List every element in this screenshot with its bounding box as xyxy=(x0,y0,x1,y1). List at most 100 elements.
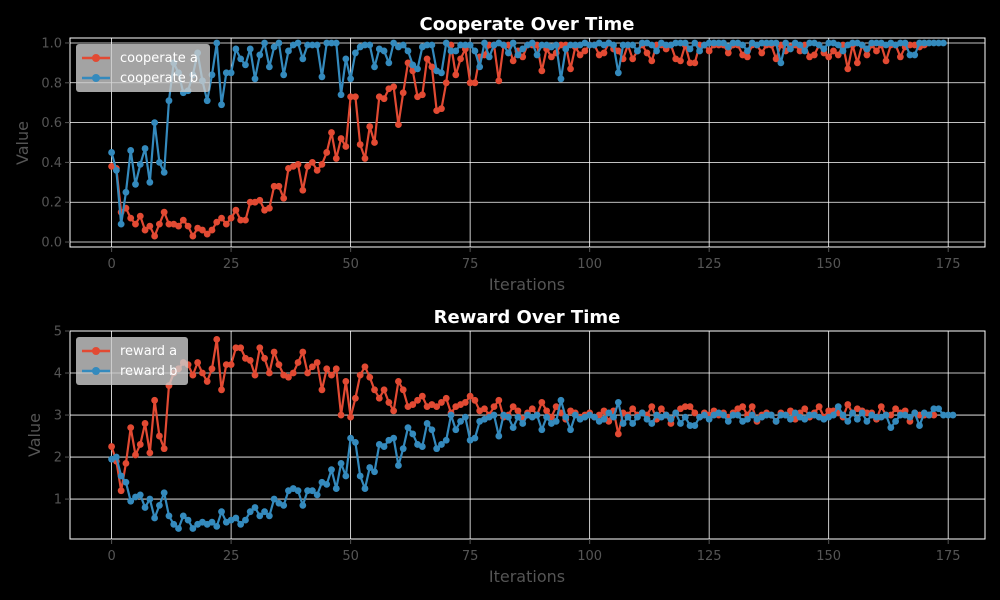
reward-point-reward-b-164 xyxy=(892,418,899,425)
reward-point-reward-b-90 xyxy=(538,426,545,433)
reward-point-reward-a-52 xyxy=(357,372,364,379)
cooperate-x-tick-label-150: 150 xyxy=(816,257,841,272)
reward-point-reward-a-55 xyxy=(371,386,378,393)
reward-point-reward-b-61 xyxy=(400,445,407,452)
reward-point-reward-b-46 xyxy=(328,466,335,473)
cooperate-point-cooperate-b-55 xyxy=(371,63,378,70)
cooperate-point-cooperate-a-103 xyxy=(601,50,608,57)
reward-point-reward-a-3 xyxy=(123,460,130,467)
cooperate-point-cooperate-a-81 xyxy=(495,77,502,84)
reward-point-reward-b-142 xyxy=(787,416,794,423)
cooperate-point-cooperate-a-113 xyxy=(648,57,655,64)
cooperate-point-cooperate-a-96 xyxy=(567,65,574,72)
cooperate-point-cooperate-a-48 xyxy=(338,135,345,142)
reward-point-reward-b-94 xyxy=(558,397,565,404)
reward-point-reward-a-29 xyxy=(247,357,254,364)
cooperate-point-cooperate-a-4 xyxy=(127,215,134,222)
reward-point-reward-b-30 xyxy=(252,504,259,511)
cooperate-point-cooperate-a-57 xyxy=(381,95,388,102)
reward-point-reward-b-158 xyxy=(864,418,871,425)
cooperate-point-cooperate-b-49 xyxy=(342,56,349,63)
reward-point-reward-a-109 xyxy=(629,405,636,412)
cooperate-point-cooperate-b-141 xyxy=(782,40,789,47)
cooperate-point-cooperate-a-84 xyxy=(510,57,517,64)
reward-point-reward-a-76 xyxy=(472,397,479,404)
cooperate-point-cooperate-a-40 xyxy=(299,187,306,194)
reward-legend-marker-b xyxy=(92,367,100,375)
cooperate-point-cooperate-b-110 xyxy=(634,48,641,55)
cooperate-point-cooperate-b-48 xyxy=(338,91,345,98)
cooperate-point-cooperate-b-123 xyxy=(696,48,703,55)
cooperate-point-cooperate-a-42 xyxy=(309,159,316,166)
cooperate-point-cooperate-a-156 xyxy=(854,59,861,66)
cooperate-y-tick-label-1: 0.2 xyxy=(41,196,62,211)
reward-point-reward-b-43 xyxy=(314,491,321,498)
reward-point-reward-b-95 xyxy=(562,414,569,421)
reward-point-reward-b-67 xyxy=(428,426,435,433)
reward-point-reward-a-30 xyxy=(252,372,259,379)
reward-point-reward-b-66 xyxy=(424,420,431,427)
cooperate-point-cooperate-a-46 xyxy=(328,129,335,136)
reward-point-reward-b-176 xyxy=(950,412,957,419)
cooperate-point-cooperate-b-50 xyxy=(347,75,354,82)
cooperate-point-cooperate-a-23 xyxy=(218,215,225,222)
reward-legend: reward a reward b xyxy=(76,337,188,385)
cooperate-point-cooperate-b-105 xyxy=(610,42,617,49)
reward-point-reward-b-117 xyxy=(668,416,675,423)
reward-point-reward-a-74 xyxy=(462,399,469,406)
reward-point-reward-a-0 xyxy=(108,443,115,450)
reward-point-reward-b-26 xyxy=(232,515,239,522)
reward-point-reward-b-28 xyxy=(242,517,249,524)
cooperate-point-cooperate-b-120 xyxy=(682,40,689,47)
reward-point-reward-b-106 xyxy=(615,399,622,406)
cooperate-point-cooperate-b-62 xyxy=(405,48,412,55)
cooperate-legend-marker-b xyxy=(92,74,100,82)
reward-point-reward-b-52 xyxy=(357,473,364,480)
cooperate-point-cooperate-a-133 xyxy=(744,54,751,61)
cooperate-point-cooperate-a-125 xyxy=(706,48,713,55)
cooperate-point-cooperate-b-106 xyxy=(615,69,622,76)
reward-point-reward-b-122 xyxy=(691,422,698,429)
cooperate-x-tick-label-50: 50 xyxy=(342,257,359,272)
cooperate-point-cooperate-b-23 xyxy=(218,101,225,108)
cooperate-point-cooperate-a-26 xyxy=(232,207,239,214)
cooperate-point-cooperate-a-119 xyxy=(677,57,684,64)
cooperate-point-cooperate-b-29 xyxy=(247,46,254,53)
cooperate-point-cooperate-b-12 xyxy=(166,97,173,104)
reward-point-reward-a-154 xyxy=(844,401,851,408)
cooperate-point-cooperate-a-109 xyxy=(629,56,636,63)
cooperate-point-cooperate-a-70 xyxy=(443,79,450,86)
reward-y-tick-label-4: 5 xyxy=(54,325,62,340)
reward-point-reward-b-1 xyxy=(113,454,120,461)
reward-point-reward-b-111 xyxy=(639,410,646,417)
cooperate-point-cooperate-b-51 xyxy=(352,50,359,57)
cooperate-point-cooperate-b-61 xyxy=(400,42,407,49)
cooperate-point-cooperate-a-112 xyxy=(644,50,651,57)
reward-point-reward-b-119 xyxy=(677,420,684,427)
cooperate-point-cooperate-b-145 xyxy=(801,48,808,55)
reward-point-reward-a-60 xyxy=(395,378,402,385)
cooperate-point-cooperate-a-33 xyxy=(266,205,273,212)
cooperate-point-cooperate-a-99 xyxy=(581,48,588,55)
cooperate-point-cooperate-b-85 xyxy=(515,52,522,59)
cooperate-point-cooperate-b-144 xyxy=(797,42,804,49)
reward-point-reward-a-85 xyxy=(515,407,522,414)
cooperate-point-cooperate-a-28 xyxy=(242,217,249,224)
cooperate-chart-title: Cooperate Over Time xyxy=(420,14,635,35)
reward-point-reward-a-10 xyxy=(156,433,163,440)
reward-x-tick-label-150: 150 xyxy=(816,549,841,564)
cooperate-point-cooperate-b-39 xyxy=(295,40,302,47)
cooperate-point-cooperate-a-162 xyxy=(883,57,890,64)
cooperate-point-cooperate-b-109 xyxy=(629,42,636,49)
reward-x-tick-label-25: 25 xyxy=(223,549,240,564)
reward-point-reward-a-51 xyxy=(352,395,359,402)
cooperate-point-cooperate-b-37 xyxy=(285,48,292,55)
cooperate-point-cooperate-b-94 xyxy=(558,75,565,82)
reward-point-reward-a-45 xyxy=(323,365,330,372)
cooperate-point-cooperate-b-77 xyxy=(476,63,483,70)
cooperate-point-cooperate-b-9 xyxy=(151,119,158,126)
cooperate-point-cooperate-b-28 xyxy=(242,61,249,68)
reward-point-reward-b-70 xyxy=(443,437,450,444)
cooperate-point-cooperate-a-150 xyxy=(825,54,832,61)
